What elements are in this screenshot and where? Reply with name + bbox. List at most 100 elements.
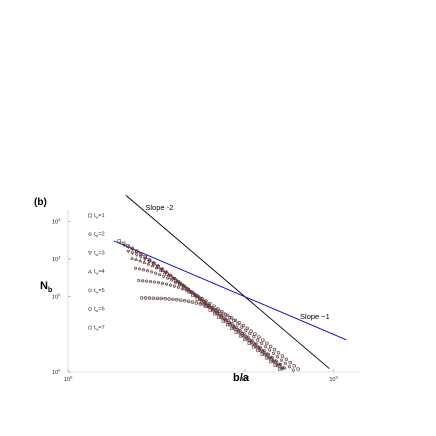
data-point [162,270,167,274]
fit-segment [196,302,201,305]
data-point [282,366,287,370]
data-point [133,266,138,270]
x-axis-ticks: 100 102 103 [64,369,338,383]
fit-segment [272,357,277,362]
data-point [241,323,246,328]
data-point [157,280,161,285]
fit-segment [190,291,195,295]
series-group [137,278,295,372]
fit-segment [266,357,272,362]
fit-segment [202,298,207,302]
fit-segment [171,279,176,283]
fit-segment [149,259,154,263]
fit-segment [223,317,229,321]
data-point [292,364,296,368]
fit-segment [148,263,153,267]
series-group [133,266,287,370]
data-point [238,328,242,332]
legend-entry: tw=4 [94,269,105,276]
data-point [167,274,172,278]
fit-segment [136,254,141,258]
data-point [233,318,238,322]
fit-segment [211,307,217,310]
data-point [218,312,222,316]
data-point [242,332,246,336]
fit-segment [213,305,219,310]
fit-segment [281,359,286,364]
fit-segment [266,343,271,347]
fit-segment [147,270,152,273]
data-point [260,341,264,346]
data-point [264,344,268,349]
fit-segment [136,251,142,255]
fit-segment [152,265,157,269]
data-point [164,282,168,286]
legend-entry: tw=2 [94,232,105,239]
fit-segment [180,299,185,301]
data-point [141,279,145,283]
fit-segment [227,324,233,329]
fit-segment [128,246,133,250]
fit-segment [201,302,207,307]
fit-segment [237,323,242,328]
fit-segment [257,339,262,344]
data-point [149,279,153,284]
data-point [253,332,257,336]
fit-segment [277,356,282,361]
y-tick-label: 102 [52,292,61,301]
fit-segment [164,272,170,276]
fit-segment [289,366,294,371]
fit-segment [153,263,158,267]
fit-segment [274,349,279,354]
fit-segment [217,312,223,317]
fit-segment [172,277,178,281]
fit-segment [197,298,202,303]
data-point [159,268,164,272]
data-point [187,287,192,291]
data-point [262,351,266,356]
slope-label: Slope -2 [145,203,173,212]
fit-segment [191,292,197,296]
fit-segment [218,317,224,322]
fit-segment [132,248,137,252]
data-point [149,270,154,274]
fit-segment [187,289,193,293]
fit-segment [273,353,278,357]
fit-segment [154,281,159,283]
data-point [296,367,300,371]
y-axis-ticks: 100 102 103 104 [52,217,71,376]
fit-segment [144,258,150,262]
fit-segment [278,352,283,357]
data-point [198,302,203,306]
fit-segment [168,274,174,278]
fit-segment [186,290,191,293]
fit-segment [215,309,220,312]
fit-segment [135,268,140,270]
x-axis-label: b/a [233,372,250,384]
fit-segment [140,256,146,260]
fit-segment [244,339,250,344]
data-point [166,276,170,280]
data-point [147,257,152,262]
fit-segment [214,313,220,318]
fit-segment [269,349,274,354]
data-point [274,362,279,367]
data-point [145,279,149,283]
fit-segment [174,278,180,283]
y-tick-label: 100 [52,368,61,377]
fit-segment [132,258,137,260]
fit-segment [163,276,168,279]
legend-entry: tw=7 [94,325,105,332]
fit-segment [204,304,209,307]
legend-marker [88,325,92,330]
fit-segment [245,330,250,334]
data-point [276,354,280,359]
fit-segment [236,326,241,331]
fit-segment [156,267,161,271]
x-tick-label: 100 [64,375,73,384]
data-point [146,261,151,266]
fit-segment [200,303,205,306]
data-point [176,285,180,290]
fit-segment [181,283,186,287]
